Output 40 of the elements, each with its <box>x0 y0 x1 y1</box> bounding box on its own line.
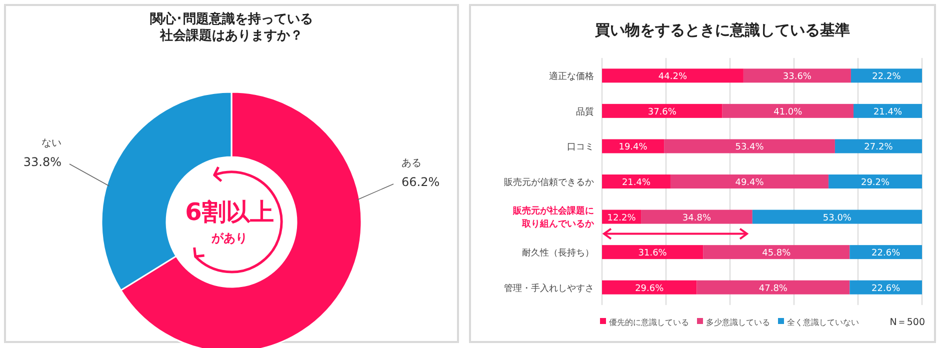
legend-label: 多少意識している <box>706 318 770 327</box>
data-label: 53.0% <box>822 213 852 224</box>
data-label: 34.8% <box>682 213 712 224</box>
y-tick-label: 品質 <box>576 106 594 118</box>
data-label: 29.6% <box>635 284 664 294</box>
chart-title: 買い物をするときに意識している基準 <box>594 21 850 39</box>
data-label: 66.2% <box>402 175 440 189</box>
data-label: 12.2% <box>607 213 636 224</box>
legend-label: 全く意識していない <box>787 318 859 327</box>
data-label: 21.4% <box>622 178 651 188</box>
y-tick-label: 管理・手入れしやすさ <box>504 282 594 294</box>
data-label: 33.6% <box>782 72 812 82</box>
data-label: 45.8% <box>762 248 792 259</box>
y-tick-label: 販売元が信頼できるか <box>504 177 594 188</box>
chart-title: 関心･問題意識を持っている社会課題はありますか？ <box>150 11 313 44</box>
text: があり <box>210 231 248 245</box>
data-label: 33.8% <box>23 155 62 169</box>
data-label: 37.6% <box>648 107 677 118</box>
data-label: 31.6% <box>638 248 668 259</box>
data-label: 44.2% <box>658 72 688 82</box>
text: N＝500 <box>890 317 925 328</box>
data-label: 47.8% <box>758 284 788 294</box>
slice-label: ない <box>42 138 62 149</box>
text: 6割以上 <box>185 198 274 226</box>
data-label: 53.4% <box>735 142 764 153</box>
y-tick-label: 適正な価格 <box>549 71 594 82</box>
y-tick-label: 販売元が社会課題に取り組んでいるか <box>512 205 595 230</box>
data-label: 49.4% <box>735 178 764 188</box>
data-label: 21.4% <box>873 107 902 118</box>
data-label: 22.2% <box>872 72 902 82</box>
y-tick-label: 口コミ <box>567 142 594 153</box>
data-label: 27.2% <box>864 142 894 153</box>
legend-label: 優先的に意識している <box>609 318 689 327</box>
slice-label: ある <box>402 158 422 169</box>
data-label: 29.2% <box>860 178 890 188</box>
data-label: 22.6% <box>872 284 901 294</box>
data-label: 22.6% <box>872 248 901 259</box>
data-label: 19.4% <box>618 142 648 153</box>
data-label: 41.0% <box>774 107 803 118</box>
y-tick-label: 耐久性（長持ち） <box>522 248 594 259</box>
